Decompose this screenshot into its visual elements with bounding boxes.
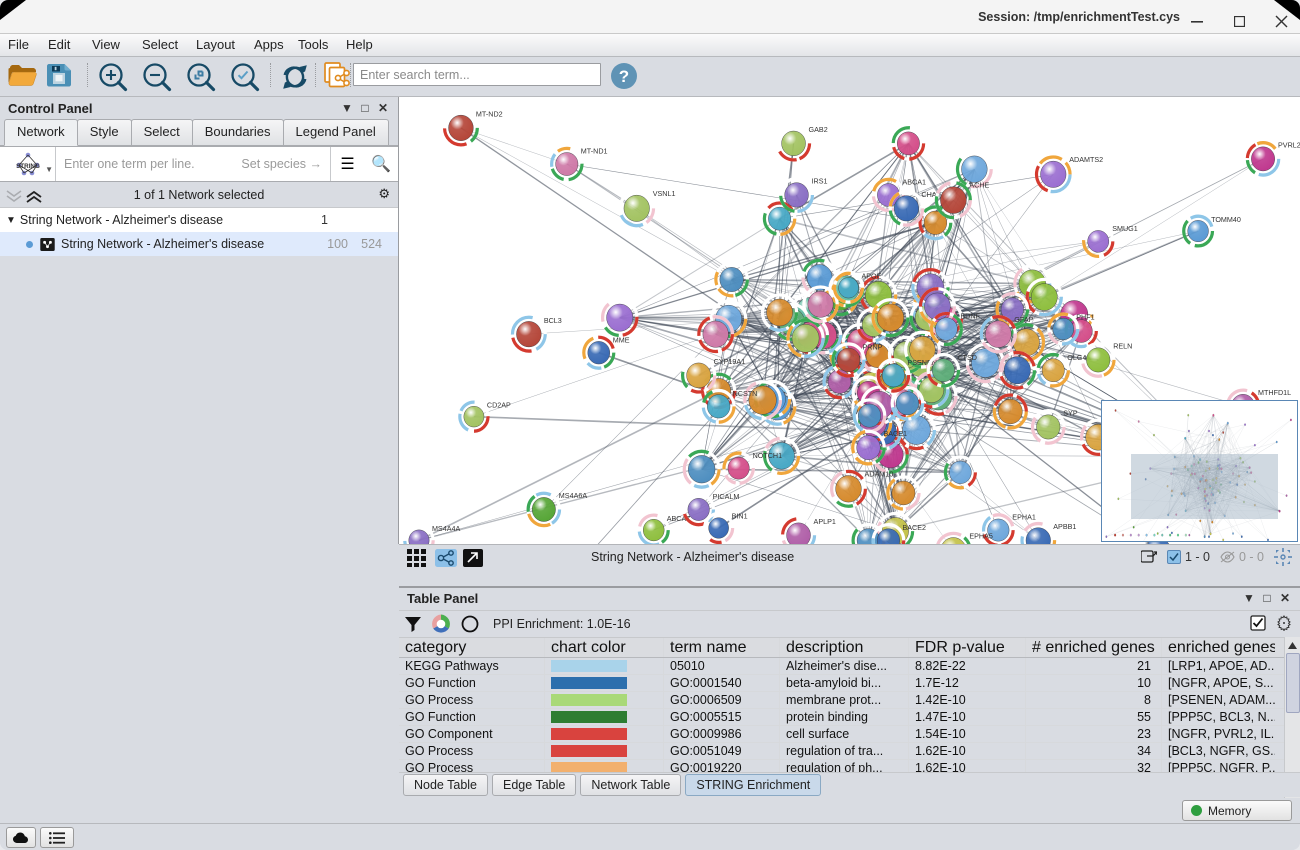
svg-text:EPHA5: EPHA5: [969, 531, 993, 540]
svg-text:MTHFD1L: MTHFD1L: [1258, 388, 1291, 397]
svg-text:OLG4: OLG4: [1067, 353, 1086, 362]
svg-text:APBB1: APBB1: [1053, 522, 1076, 531]
svg-text:APLP1: APLP1: [814, 517, 836, 526]
svg-text:ADAMTS2: ADAMTS2: [1069, 155, 1103, 164]
svg-text:ADAM10: ADAM10: [864, 469, 893, 478]
svg-text:PICALM: PICALM: [713, 492, 740, 501]
svg-text:GFAP: GFAP: [1014, 315, 1033, 324]
svg-text:PVRL2: PVRL2: [1278, 140, 1300, 149]
svg-text:BDNF: BDNF: [960, 312, 980, 321]
svg-text:VSNL1: VSNL1: [653, 189, 676, 198]
svg-text:CTSD: CTSD: [957, 353, 977, 362]
svg-text:NCSTN: NCSTN: [733, 389, 758, 398]
svg-text:PRNP: PRNP: [862, 343, 882, 352]
svg-text:NOTCH1: NOTCH1: [753, 451, 783, 460]
svg-text:CYP19A1: CYP19A1: [714, 357, 746, 366]
svg-text:EPHA1: EPHA1: [1012, 513, 1036, 522]
svg-text:SMUG1: SMUG1: [1112, 224, 1138, 233]
svg-text:MME: MME: [613, 335, 630, 344]
svg-text:BIN1: BIN1: [732, 512, 748, 521]
svg-text:STRING: STRING: [16, 163, 40, 170]
svg-text:ABCA1: ABCA1: [902, 178, 926, 187]
svg-text:SYP: SYP: [1063, 409, 1077, 418]
svg-text:BACE1: BACE1: [883, 429, 907, 438]
svg-text:BACE2: BACE2: [902, 523, 926, 532]
svg-text:IRS1: IRS1: [812, 177, 828, 186]
svg-text:MS4A4A: MS4A4A: [432, 524, 460, 533]
svg-text:TOMM40: TOMM40: [1211, 215, 1241, 224]
svg-text:MT-ND2: MT-ND2: [476, 109, 503, 118]
svg-text:PHF1: PHF1: [1076, 313, 1094, 322]
svg-text:ACHE: ACHE: [969, 181, 989, 190]
svg-text:BCL3: BCL3: [544, 316, 562, 325]
svg-text:GAB2: GAB2: [809, 125, 828, 134]
svg-text:?: ?: [619, 67, 629, 86]
svg-text:CD2AP: CD2AP: [487, 400, 511, 409]
svg-text:APOE: APOE: [861, 271, 881, 280]
svg-text:MT-ND1: MT-ND1: [581, 147, 608, 156]
svg-text:MS4A6A: MS4A6A: [559, 491, 587, 500]
svg-text:RELN: RELN: [1113, 341, 1132, 350]
